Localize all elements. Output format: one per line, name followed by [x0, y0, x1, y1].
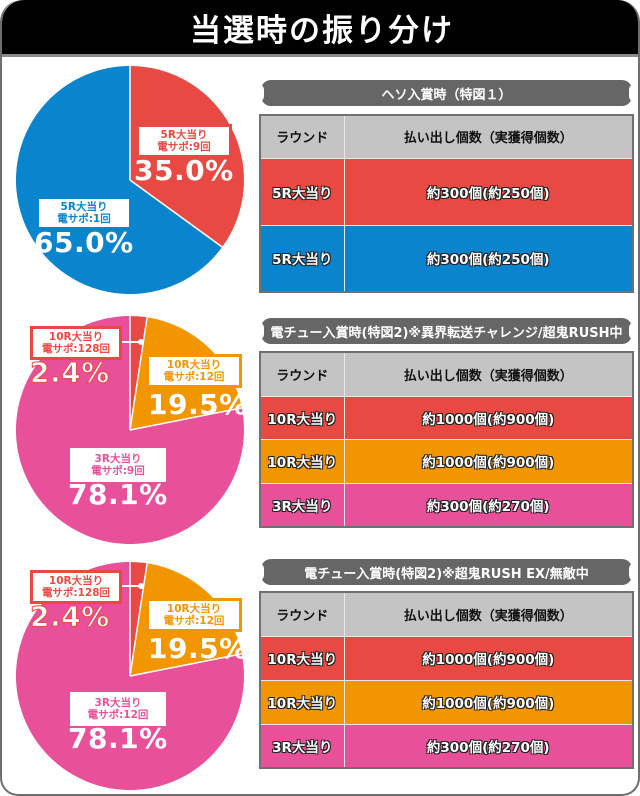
slice-label-pink: 3R大当り 電サポ:9回	[70, 448, 166, 482]
slice-label-red: 10R大当り 電サポ:128回	[30, 326, 122, 360]
table-row: 5R大当り 約300個(約250個)	[260, 225, 634, 293]
table-header-row: ラウンド 払い出し個数（実獲得個数）	[260, 352, 634, 397]
column-header-round: ラウンド	[260, 115, 345, 159]
pie-chart-dennchu-ex: 10R大当り 電サポ:128回 2.4% 10R大当り 電サポ:12回 19.5…	[16, 562, 247, 790]
pie-chart-dennchu-rush: 10R大当り 電サポ:128回 2.4% 10R大当り 電サポ:12回 19.5…	[16, 316, 247, 544]
slice-percent-orange: 19.5%	[148, 388, 248, 421]
slice-label-red: 10R大当り 電サポ:128回	[30, 570, 122, 604]
slice-label-line1: 5R大当り	[160, 129, 208, 141]
table-row: 10R大当り 約1000個(約900個)	[260, 396, 634, 440]
payout-table-dennchu-rush: ラウンド 払い出し個数（実獲得個数） 10R大当り 約1000個(約900個) …	[259, 351, 634, 528]
cell-payout: 約1000個(約900個)	[344, 396, 634, 440]
slice-label-line2: 電サポ:12回	[163, 615, 225, 627]
slice-percent-orange: 19.5%	[148, 632, 248, 665]
table-row: 10R大当り 約1000個(約900個)	[260, 439, 634, 484]
slice-label-line1: 10R大当り	[166, 603, 222, 615]
slice-label-line1: 10R大当り	[166, 359, 222, 371]
slice-label-line2: 電サポ:128回	[41, 343, 111, 355]
cell-round: 10R大当り	[260, 680, 345, 725]
cell-round: 10R大当り	[260, 636, 345, 681]
payout-table-dennchu-ex: ラウンド 払い出し個数（実獲得個数） 10R大当り 約1000個(約900個) …	[259, 591, 634, 769]
cell-round: 10R大当り	[260, 439, 345, 484]
cell-round: 3R大当り	[260, 483, 345, 528]
slice-label-pink: 3R大当り 電サポ:12回	[70, 692, 166, 726]
slice-label-line2: 電サポ:128回	[41, 587, 111, 599]
column-header-payout: 払い出し個数（実獲得個数）	[344, 352, 634, 397]
table-title-heso: ヘソ入賞時（特図１）	[258, 80, 635, 106]
cell-payout: 約300個(約250個)	[344, 158, 634, 226]
cell-round: 5R大当り	[260, 225, 345, 293]
cell-round: 5R大当り	[260, 158, 345, 226]
slice-label-blue: 5R大当り 電サポ:1回	[36, 196, 132, 230]
column-header-round: ラウンド	[260, 352, 345, 397]
pie-slice-blue	[16, 66, 223, 294]
slice-label-line2: 電サポ:12回	[87, 709, 149, 721]
slice-label-orange: 10R大当り 電サポ:12回	[146, 354, 242, 388]
cell-round: 3R大当り	[260, 724, 345, 769]
slice-label-red: 5R大当り 電サポ:9回	[136, 124, 232, 158]
column-header-round: ラウンド	[260, 592, 345, 637]
table-header-row: ラウンド 払い出し個数（実獲得個数）	[260, 115, 634, 159]
cell-payout: 約1000個(約900個)	[344, 680, 634, 725]
cell-round: 10R大当り	[260, 396, 345, 440]
table-row: 3R大当り 約300個(約270個)	[260, 724, 634, 769]
slice-percent-pink: 78.1%	[68, 478, 168, 511]
page-title: 当選時の振り分け	[2, 0, 638, 55]
cell-payout: 約300個(約270個)	[344, 724, 634, 769]
column-header-payout: 払い出し個数（実獲得個数）	[344, 115, 634, 159]
slice-label-line1: 10R大当り	[48, 575, 104, 587]
cell-payout: 約1000個(約900個)	[344, 439, 634, 484]
slice-percent-red: 2.4%	[30, 356, 110, 390]
slice-label-line2: 電サポ:9回	[91, 465, 145, 477]
table-title-dennchu-ex: 電チュー入賞時(特図2)※超鬼RUSH EX/無敵中	[258, 559, 635, 585]
slice-label-line2: 電サポ:1回	[57, 213, 111, 225]
slice-label-line2: 電サポ:9回	[157, 141, 211, 153]
table-row: 10R大当り 約1000個(約900個)	[260, 636, 634, 681]
slice-percent-blue: 65.0%	[34, 226, 134, 259]
payout-table-heso: ラウンド 払い出し個数（実獲得個数） 5R大当り 約300個(約250個) 5R…	[259, 114, 634, 293]
slice-label-line2: 電サポ:12回	[163, 371, 225, 383]
slice-percent-red: 35.0%	[134, 154, 234, 187]
table-row: 5R大当り 約300個(約250個)	[260, 158, 634, 226]
slice-percent-red: 2.4%	[30, 600, 110, 634]
table-title-dennchu-rush: 電チュー入賞時(特図2)※異界転送チャレンジ/超鬼RUSH中	[258, 318, 635, 344]
cell-payout: 約1000個(約900個)	[344, 636, 634, 681]
cell-payout: 約300個(約270個)	[344, 483, 634, 528]
title-divider	[2, 54, 638, 57]
cell-payout: 約300個(約250個)	[344, 225, 634, 293]
slice-label-line1: 3R大当り	[94, 697, 142, 709]
table-header-row: ラウンド 払い出し個数（実獲得個数）	[260, 592, 634, 637]
slice-label-orange: 10R大当り 電サポ:12回	[146, 598, 242, 632]
table-row: 3R大当り 約300個(約270個)	[260, 483, 634, 528]
slice-percent-pink: 78.1%	[68, 722, 168, 755]
slice-label-line1: 5R大当り	[60, 201, 108, 213]
table-row: 10R大当り 約1000個(約900個)	[260, 680, 634, 725]
pie-chart-heso: 5R大当り 電サポ:9回 35.0% 5R大当り 電サポ:1回 65.0%	[16, 66, 244, 294]
slice-label-line1: 3R大当り	[94, 453, 142, 465]
column-header-payout: 払い出し個数（実獲得個数）	[344, 592, 634, 637]
slice-label-line1: 10R大当り	[48, 331, 104, 343]
